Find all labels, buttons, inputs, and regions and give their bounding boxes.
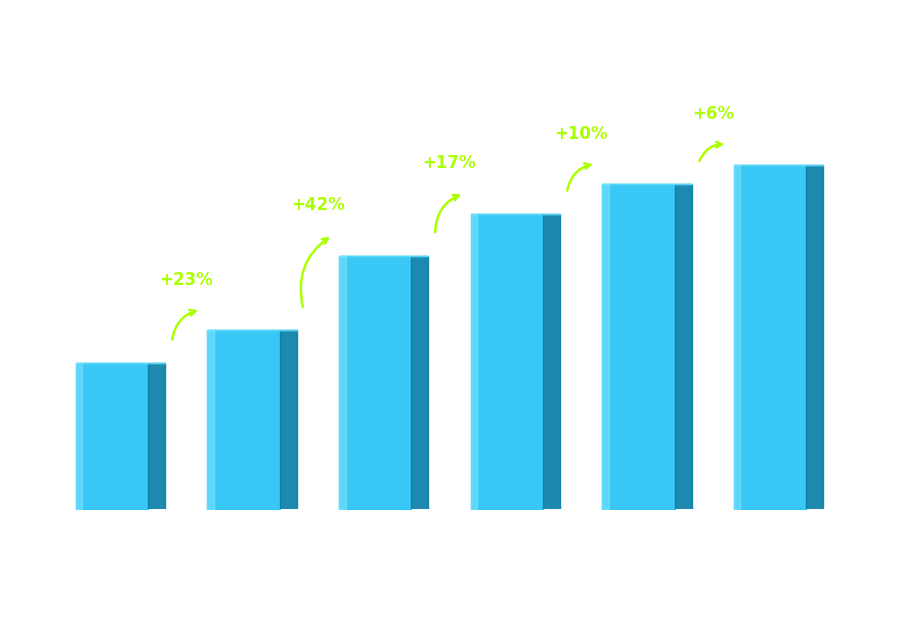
Text: +23%: +23% bbox=[159, 271, 213, 288]
Text: Creative Director: Creative Director bbox=[45, 93, 212, 112]
Text: 1,700 USD: 1,700 USD bbox=[344, 235, 414, 249]
Polygon shape bbox=[280, 331, 297, 510]
Polygon shape bbox=[411, 256, 428, 510]
Polygon shape bbox=[543, 214, 560, 510]
Polygon shape bbox=[806, 165, 824, 510]
Text: 1,980 USD: 1,980 USD bbox=[476, 194, 545, 206]
Text: +10%: +10% bbox=[554, 124, 608, 142]
Text: 1,200 USD: 1,200 USD bbox=[212, 310, 283, 323]
Polygon shape bbox=[148, 363, 166, 510]
Text: 2,180 USD: 2,180 USD bbox=[608, 164, 678, 177]
Text: +6%: +6% bbox=[692, 105, 734, 123]
Text: 2,310 USD: 2,310 USD bbox=[739, 144, 809, 158]
Text: explorer.com: explorer.com bbox=[441, 566, 541, 581]
Text: Salary Comparison By Experience: Salary Comparison By Experience bbox=[45, 45, 571, 73]
Text: 980 USD: 980 USD bbox=[87, 343, 145, 356]
Text: +42%: +42% bbox=[291, 196, 345, 214]
Text: Average Monthly Salary: Average Monthly Salary bbox=[867, 246, 879, 395]
Text: +17%: +17% bbox=[423, 154, 476, 172]
Polygon shape bbox=[675, 185, 692, 510]
Text: salary: salary bbox=[389, 566, 441, 581]
